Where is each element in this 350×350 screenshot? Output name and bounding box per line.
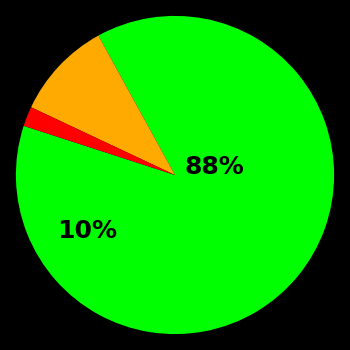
Wedge shape [24, 107, 175, 175]
Text: 10%: 10% [57, 219, 118, 243]
Wedge shape [16, 16, 334, 334]
Text: 88%: 88% [185, 155, 245, 179]
Wedge shape [31, 36, 175, 175]
